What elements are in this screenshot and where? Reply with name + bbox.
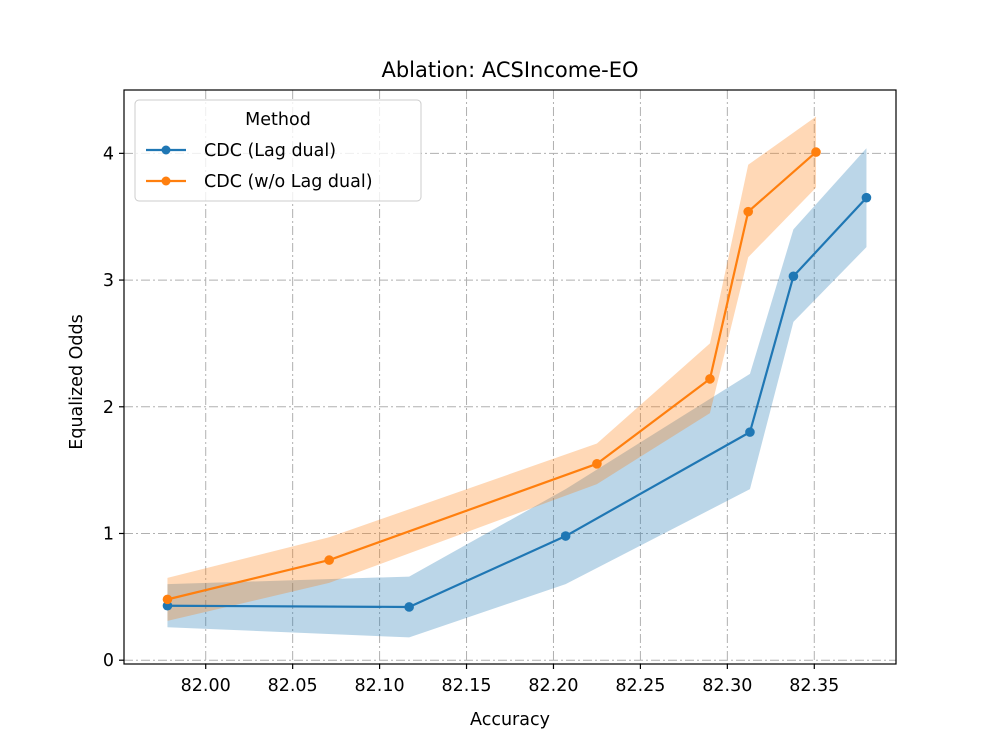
legend-box [134, 99, 422, 202]
point-lag-dual [745, 427, 755, 437]
grid [124, 90, 896, 664]
point-lag-dual [404, 602, 414, 612]
band-lag-dual [167, 148, 867, 638]
point-wo-lag-dual [705, 374, 715, 384]
x-tick-label: 82.00 [181, 676, 231, 696]
point-lag-dual [788, 271, 799, 282]
x-tick-label: 82.10 [355, 676, 405, 696]
x-tick-label: 82.25 [615, 676, 665, 696]
x-tick-label: 82.30 [702, 676, 752, 696]
point-wo-lag-dual [592, 458, 602, 469]
band-wo-lag-dual [167, 116, 817, 621]
legend: Method CDC (Lag dual) CDC (w/o Lag dual) [134, 99, 422, 202]
point-lag-dual [560, 531, 571, 541]
y-tick-label: 4 [103, 144, 114, 164]
y-tick-label: 3 [103, 271, 114, 291]
point-wo-lag-dual [743, 206, 754, 217]
legend-marker-wo-lag-dual [161, 176, 171, 186]
x-tick-label: 82.35 [789, 676, 839, 696]
y-tick-label: 1 [103, 524, 114, 544]
point-lag-dual [861, 192, 872, 203]
point-wo-lag-dual [811, 147, 821, 157]
x-axis-title: Accuracy [470, 710, 550, 730]
confidence-bands [167, 116, 867, 638]
point-wo-lag-dual [162, 594, 173, 605]
x-tick-label: 82.15 [441, 676, 491, 696]
y-tick-label: 2 [103, 398, 114, 418]
legend-label-lag-dual: CDC (Lag dual) [204, 141, 336, 161]
legend-marker-lag-dual [161, 145, 171, 155]
y-tick-label: 0 [103, 651, 114, 671]
legend-label-wo-lag-dual: CDC (w/o Lag dual) [204, 172, 373, 192]
y-axis-title: Equalized Odds [67, 314, 87, 449]
axis-ticks: 82.00 82.05 82.10 82.15 82.20 82.25 82.30 82.35… [103, 144, 839, 696]
x-tick-label: 82.05 [268, 676, 318, 696]
chart-title: Ablation: ACSIncome-EO [381, 58, 638, 82]
line-wo-lag-dual [167, 151, 817, 601]
legend-title: Method [245, 110, 311, 130]
point-wo-lag-dual [324, 555, 334, 565]
series-lines [167, 151, 868, 609]
x-tick-label: 82.20 [528, 676, 578, 696]
series-points [162, 147, 872, 612]
line-lag-dual [167, 196, 868, 609]
plot-frame [123, 89, 897, 665]
